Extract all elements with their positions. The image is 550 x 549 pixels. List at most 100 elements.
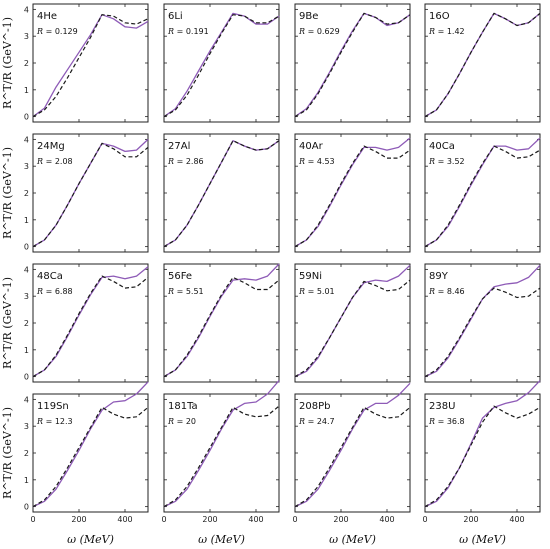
series-line-dashed bbox=[32, 406, 149, 508]
panel-r-label: R = 36.8 bbox=[428, 417, 465, 426]
panel-nucleus-label: 119Sn bbox=[37, 401, 69, 412]
panel-r-label: R = 6.88 bbox=[36, 287, 73, 296]
y-tick-label: 2 bbox=[24, 59, 29, 68]
series-line-solid bbox=[163, 263, 280, 378]
x-axis-label: ω (MeV) bbox=[329, 533, 376, 546]
series-line-dashed bbox=[163, 140, 280, 248]
panel-nucleus-label: 48Ca bbox=[37, 271, 63, 282]
x-tick-label: 0 bbox=[422, 515, 427, 524]
panel-r-label: R = 3.52 bbox=[428, 157, 465, 166]
y-tick-label: 1 bbox=[24, 86, 29, 95]
series-line-dashed bbox=[32, 142, 149, 248]
series-line-dashed bbox=[32, 275, 149, 378]
x-axis-label: ω (MeV) bbox=[198, 533, 245, 546]
y-tick-label: 4 bbox=[24, 5, 29, 14]
panel-r-label: R = 20 bbox=[167, 417, 196, 426]
panel-r-label: R = 2.86 bbox=[167, 157, 204, 166]
y-tick-label: 1 bbox=[24, 346, 29, 355]
series-line-dashed bbox=[163, 14, 280, 118]
series-line-dashed bbox=[294, 145, 411, 248]
x-tick-label: 200 bbox=[71, 515, 86, 524]
panel-nucleus-label: 56Fe bbox=[168, 271, 192, 282]
series-line-dashed bbox=[32, 14, 149, 118]
panel-nucleus-label: 40Ar bbox=[299, 141, 324, 152]
series-line-solid bbox=[32, 381, 149, 508]
series-line-solid bbox=[163, 12, 280, 118]
y-tick-label: 3 bbox=[24, 292, 29, 301]
y-tick-label: 0 bbox=[24, 113, 29, 122]
series-line-solid bbox=[294, 382, 411, 508]
x-tick-label: 200 bbox=[463, 515, 478, 524]
x-tick-label: 0 bbox=[161, 515, 166, 524]
panel-nucleus-label: 89Y bbox=[429, 271, 449, 282]
y-tick-label: 2 bbox=[24, 449, 29, 458]
y-tick-label: 2 bbox=[24, 189, 29, 198]
panel-r-label: R = 8.46 bbox=[428, 287, 465, 296]
panel-r-label: R = 24.7 bbox=[298, 417, 335, 426]
series-line-dashed bbox=[163, 405, 280, 508]
y-axis-label: R^T/R (GeV^-1) bbox=[1, 407, 14, 499]
y-tick-label: 0 bbox=[24, 503, 29, 512]
series-line-solid bbox=[32, 14, 149, 118]
panel-nucleus-label: 6Li bbox=[168, 11, 183, 22]
panel-nucleus-label: 181Ta bbox=[168, 401, 198, 412]
series-line-dashed bbox=[294, 279, 411, 378]
panel-nucleus-label: 238U bbox=[429, 401, 455, 412]
y-tick-label: 3 bbox=[24, 162, 29, 171]
y-tick-label: 1 bbox=[24, 216, 29, 225]
y-tick-label: 0 bbox=[24, 243, 29, 252]
panel-r-label: R = 4.53 bbox=[298, 157, 335, 166]
x-tick-label: 0 bbox=[30, 515, 35, 524]
panel-nucleus-label: 24Mg bbox=[37, 141, 65, 152]
series-line-solid bbox=[163, 380, 280, 508]
panel-nucleus-label: 59Ni bbox=[299, 271, 322, 282]
x-axis-label: ω (MeV) bbox=[67, 533, 114, 546]
x-tick-label: 200 bbox=[333, 515, 348, 524]
y-axis-label: R^T/R (GeV^-1) bbox=[1, 277, 14, 369]
panel-r-label: R = 0.629 bbox=[298, 27, 340, 36]
x-axis-label: ω (MeV) bbox=[459, 533, 506, 546]
series-line-dashed bbox=[163, 276, 280, 378]
panel-nucleus-label: 27Al bbox=[168, 141, 190, 152]
x-tick-label: 0 bbox=[292, 515, 297, 524]
panel-r-label: R = 12.3 bbox=[36, 417, 73, 426]
panel-r-label: R = 2.08 bbox=[36, 157, 73, 166]
series-line-solid bbox=[294, 137, 411, 248]
y-tick-label: 3 bbox=[24, 422, 29, 431]
y-tick-label: 2 bbox=[24, 319, 29, 328]
x-tick-label: 400 bbox=[248, 515, 263, 524]
series-line-dashed bbox=[424, 12, 541, 118]
series-line-dashed bbox=[294, 406, 411, 508]
x-tick-label: 200 bbox=[202, 515, 217, 524]
y-axis-label: R^T/R (GeV^-1) bbox=[1, 147, 14, 239]
series-line-dashed bbox=[424, 287, 541, 378]
y-tick-label: 1 bbox=[24, 476, 29, 485]
panel-r-label: R = 0.191 bbox=[167, 27, 209, 36]
panel-r-label: R = 5.01 bbox=[298, 287, 335, 296]
y-tick-label: 3 bbox=[24, 32, 29, 41]
panel-r-label: R = 5.51 bbox=[167, 287, 204, 296]
x-tick-label: 400 bbox=[509, 515, 524, 524]
y-tick-label: 4 bbox=[24, 265, 29, 274]
x-tick-label: 400 bbox=[379, 515, 394, 524]
x-tick-label: 400 bbox=[117, 515, 132, 524]
panel-nucleus-label: 4He bbox=[37, 11, 57, 22]
y-tick-label: 0 bbox=[24, 373, 29, 382]
panel-nucleus-label: 40Ca bbox=[429, 141, 455, 152]
series-line-dashed bbox=[294, 12, 411, 118]
panel-nucleus-label: 208Pb bbox=[299, 401, 330, 412]
panel-r-label: R = 1.42 bbox=[428, 27, 465, 36]
series-line-solid bbox=[32, 138, 149, 248]
y-axis-label: R^T/R (GeV^-1) bbox=[1, 17, 14, 109]
series-line-solid bbox=[294, 12, 411, 118]
panel-nucleus-label: 16O bbox=[429, 11, 450, 22]
series-line-solid bbox=[424, 380, 541, 508]
series-line-dashed bbox=[424, 145, 541, 248]
series-line-solid bbox=[32, 266, 149, 378]
series-line-solid bbox=[424, 137, 541, 248]
panel-nucleus-label: 9Be bbox=[299, 11, 318, 22]
panel-r-label: R = 0.129 bbox=[36, 27, 78, 36]
y-tick-label: 4 bbox=[24, 395, 29, 404]
y-tick-label: 4 bbox=[24, 135, 29, 144]
